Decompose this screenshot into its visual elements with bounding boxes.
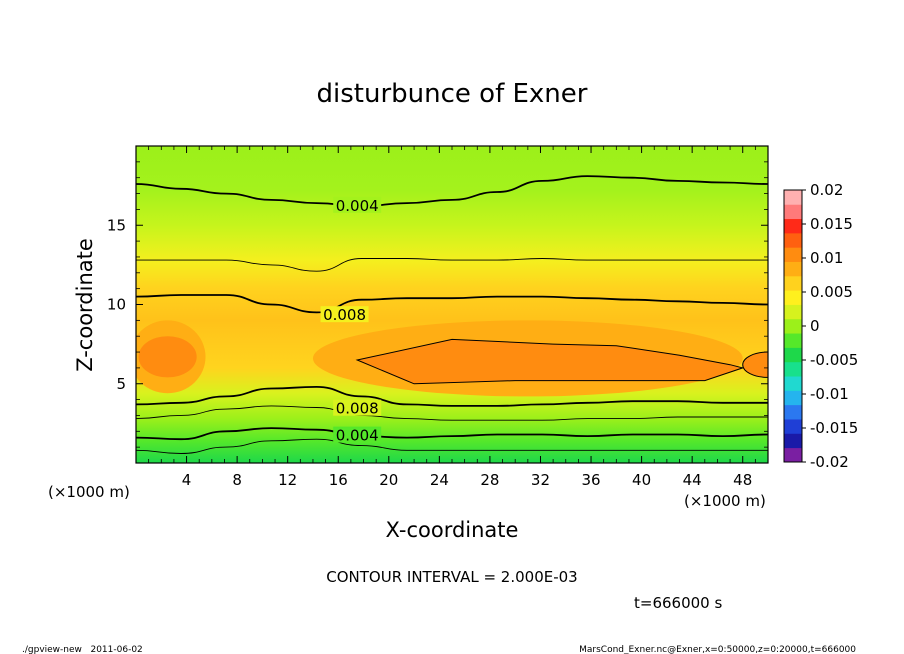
contour-label-3: 0.004 — [336, 427, 379, 445]
field-maxima — [136, 320, 768, 397]
colorbar-segment-15 — [784, 232, 802, 248]
x-tick-label-32: 32 — [531, 471, 550, 489]
colorbar-segment-16 — [784, 218, 802, 234]
colorbar: 0.02 0.015 0.01 0.005 0 -0.005 -0.01 -0.015 -0.0… — [783, 181, 858, 471]
x-tick-label-20: 20 — [379, 471, 398, 489]
contour-line-4 — [136, 405, 768, 421]
colorbar-segment-12 — [784, 275, 802, 291]
contour-line-3 — [136, 385, 768, 407]
y-axis-title: Z-coordinate — [73, 238, 97, 372]
colorbar-label-0: 0.02 — [810, 181, 843, 199]
colorbar-segment-8 — [784, 333, 802, 348]
x-tick-label-12: 12 — [278, 471, 297, 489]
colorbar-segment-6 — [784, 361, 802, 377]
contour-label-1: 0.008 — [323, 306, 366, 324]
colorbar-segment-7 — [784, 347, 802, 363]
colorbar-label-1: 0.015 — [810, 215, 853, 233]
plot-area — [136, 146, 768, 463]
contour-interval-label: CONTOUR INTERVAL = 2.000E-03 — [326, 568, 577, 586]
x-tick-label-44: 44 — [683, 471, 702, 489]
colorbar-label-5: -0.005 — [810, 351, 858, 369]
time-label: t=666000 s — [634, 594, 722, 612]
contour-0.01-closed — [355, 338, 745, 385]
field-background — [136, 146, 768, 463]
contour-label-0: 0.004 — [336, 197, 379, 215]
x-tick-label-4: 4 — [182, 471, 192, 489]
footer-left: ./gpview-new 2011-06-02 — [22, 645, 143, 654]
colorbar-label-4: 0 — [810, 317, 820, 335]
x-axis-title: X-coordinate — [386, 518, 519, 542]
colorbar-label-8: -0.02 — [810, 453, 849, 471]
y-tick-label-15: 15 — [107, 216, 126, 234]
x-tick-label-48: 48 — [733, 471, 752, 489]
contour-label-bg-2 — [333, 399, 382, 416]
colorbar-segment-17 — [784, 204, 802, 220]
colorbar-segment-2 — [784, 419, 802, 434]
contour-lines — [136, 175, 768, 454]
contour-line-5 — [136, 427, 768, 441]
colorbar-segment-14 — [784, 247, 802, 262]
colorbar-segment-1 — [784, 433, 802, 449]
colorbar-segment-10 — [784, 304, 802, 320]
field-max-left-core — [138, 336, 197, 378]
colorbar-label-3: 0.005 — [810, 283, 853, 301]
y-tick-label-5: 5 — [116, 375, 126, 393]
x-unit-label: (×1000 m) — [684, 492, 766, 510]
y-axis-ticks: 5 10 15 — [107, 161, 768, 448]
x-tick-label-24: 24 — [430, 471, 449, 489]
x-axis-ticks: 4 8 12 16 20 24 28 32 36 40 44 48 — [148, 146, 756, 489]
colorbar-segment-5 — [784, 376, 802, 391]
y-tick-label-10: 10 — [107, 296, 126, 314]
footer-right: MarsCond_Exner.nc@Exner,x=0:50000,z=0:20… — [579, 645, 856, 654]
x-tick-label-16: 16 — [329, 471, 348, 489]
y-unit-label: (×1000 m) — [48, 483, 130, 501]
x-tick-label-36: 36 — [581, 471, 600, 489]
contour-label-bg-1 — [320, 306, 369, 323]
colorbar-segment-4 — [784, 390, 802, 406]
contour-line-2 — [136, 294, 768, 314]
contour-labels: 0.004 0.008 0.008 0.004 — [320, 196, 382, 445]
contour-line-0 — [136, 175, 768, 208]
contour-line-1 — [136, 258, 768, 272]
colorbar-segment-13 — [784, 261, 802, 277]
colorbar-segment-9 — [784, 318, 802, 334]
chart-title: disturbunce of Exner — [317, 79, 588, 109]
colorbar-label-7: -0.015 — [810, 419, 858, 437]
colorbar-segment-0 — [784, 447, 802, 463]
contour-label-bg-0 — [333, 196, 382, 213]
colorbar-label-6: -0.01 — [810, 385, 849, 403]
x-tick-label-8: 8 — [232, 471, 242, 489]
contour-label-bg-3 — [333, 426, 382, 443]
colorbar-label-2: 0.01 — [810, 249, 843, 267]
contour-label-2: 0.008 — [336, 400, 379, 418]
x-tick-label-28: 28 — [480, 471, 499, 489]
colorbar-segment-3 — [784, 404, 802, 420]
colorbar-segment-11 — [784, 290, 802, 305]
colorbar-segment-18 — [784, 190, 802, 205]
x-tick-label-40: 40 — [632, 471, 651, 489]
contour-line-6 — [136, 438, 768, 454]
